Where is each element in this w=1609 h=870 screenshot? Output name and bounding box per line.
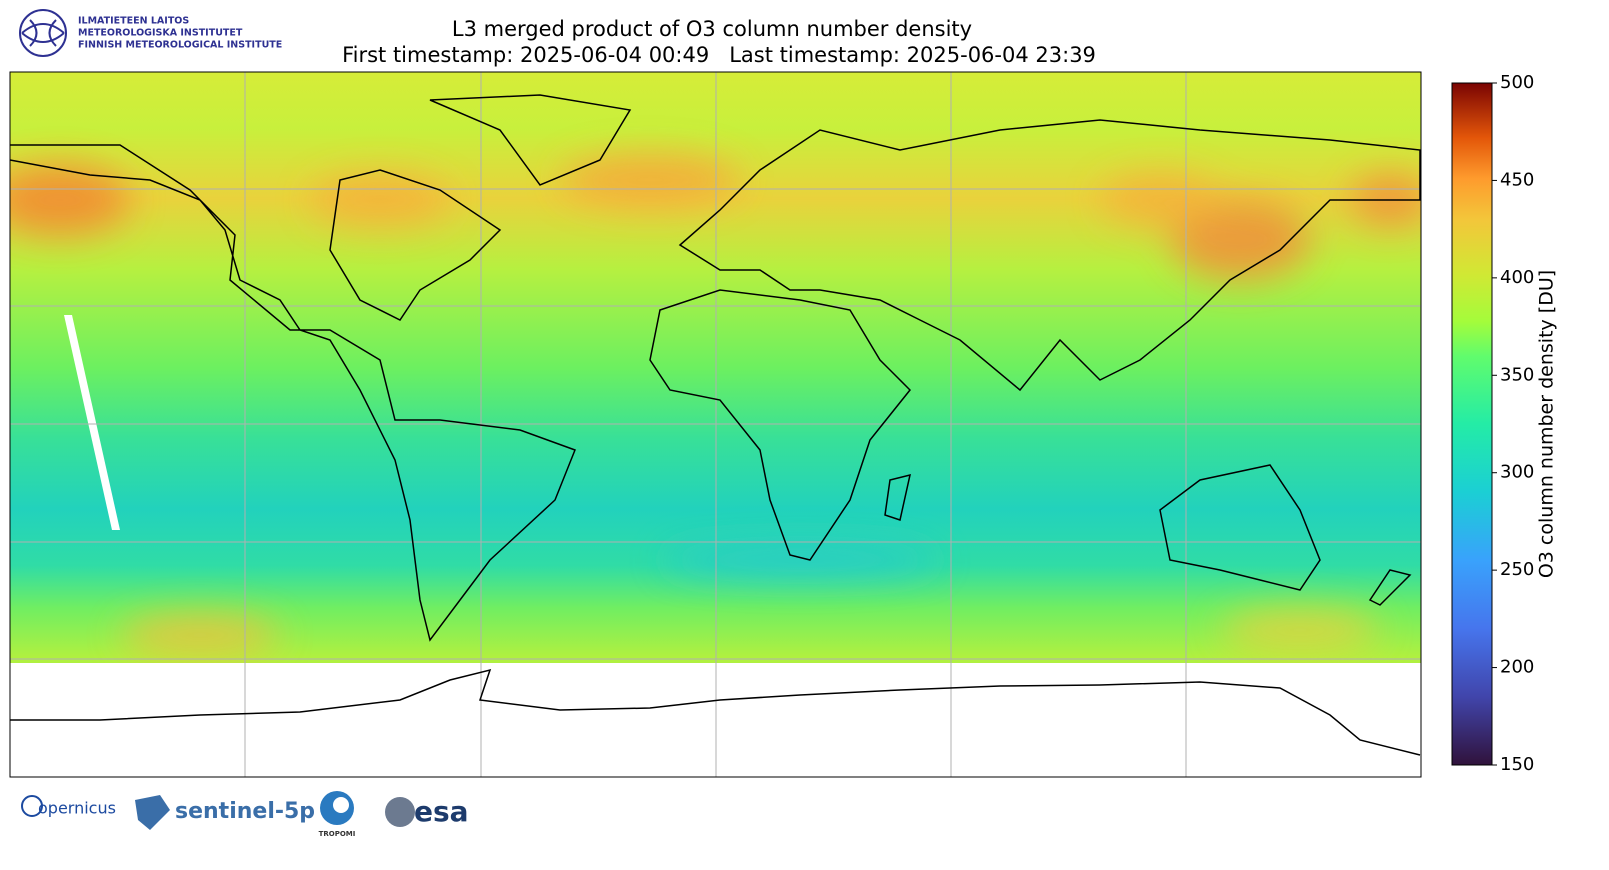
colorbar-tick-label: 300 (1500, 462, 1534, 483)
map (10, 72, 1421, 777)
title: L3 merged product of O3 column number de… (452, 17, 972, 41)
colorbar (1451, 82, 1493, 766)
logo-text: sentinel-5p (175, 799, 315, 824)
subtitle: First timestamp: 2025-06-04 00:49 Last t… (342, 43, 1096, 67)
institute-name: METEOROLOGISKA INSTITUTET (78, 28, 243, 39)
colorbar-tick-label: 350 (1500, 364, 1534, 385)
footer-logos: opernicus sentinel-5p TROPOMI esa (21, 791, 469, 838)
logo-text: esa (414, 795, 469, 828)
colorbar-tick-label: 500 (1500, 72, 1534, 93)
logo-text: opernicus (38, 799, 116, 818)
colorbar-tick-label: 250 (1500, 559, 1534, 580)
fmi-logo: ILMATIETEEN LAITOS METEOROLOGISKA INSTIT… (19, 9, 282, 57)
colorbar-label: O3 column number density [DU] (1536, 270, 1558, 578)
institute-name: ILMATIETEEN LAITOS (78, 16, 189, 27)
colorbar-tick-label: 150 (1500, 754, 1534, 775)
map-frame (9, 71, 1422, 778)
coastlines (10, 94, 1421, 756)
institute-name: FINNISH METEOROLOGICAL INSTITUTE (78, 40, 282, 51)
colorbar-tick-label: 400 (1500, 267, 1534, 288)
colorbar-tick-label: 200 (1500, 657, 1534, 678)
colorbar-tick-label: 450 (1500, 169, 1534, 190)
logo-text: TROPOMI (319, 830, 356, 838)
